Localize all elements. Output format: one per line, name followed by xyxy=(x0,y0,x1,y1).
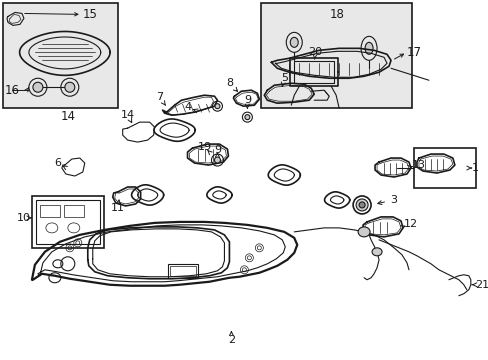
Bar xyxy=(413,148,475,188)
Text: 8: 8 xyxy=(225,78,232,88)
Text: 16: 16 xyxy=(4,84,20,97)
Text: 3: 3 xyxy=(390,195,397,205)
Bar xyxy=(32,196,103,248)
Ellipse shape xyxy=(365,42,372,54)
Text: 19: 19 xyxy=(197,142,211,152)
Bar xyxy=(64,205,83,217)
Ellipse shape xyxy=(33,82,43,92)
Bar xyxy=(167,264,197,278)
Text: 1: 1 xyxy=(471,163,478,173)
Text: 9: 9 xyxy=(244,95,250,105)
Text: 21: 21 xyxy=(474,280,488,290)
Text: 15: 15 xyxy=(82,8,97,21)
Ellipse shape xyxy=(244,115,249,120)
Text: 7: 7 xyxy=(156,92,163,102)
Bar xyxy=(36,200,100,244)
Text: 12: 12 xyxy=(403,219,417,229)
Ellipse shape xyxy=(214,157,220,163)
Bar xyxy=(169,266,195,276)
Text: 6: 6 xyxy=(54,158,61,168)
Text: 11: 11 xyxy=(110,203,124,213)
Text: 14: 14 xyxy=(121,110,135,120)
Ellipse shape xyxy=(358,202,365,208)
Ellipse shape xyxy=(371,248,381,256)
Text: 18: 18 xyxy=(329,8,344,21)
Text: 9: 9 xyxy=(213,145,221,155)
Bar xyxy=(261,4,411,108)
Ellipse shape xyxy=(355,199,367,211)
Text: 5: 5 xyxy=(280,73,287,83)
Ellipse shape xyxy=(290,37,298,47)
Text: 20: 20 xyxy=(307,47,322,57)
Ellipse shape xyxy=(215,104,220,109)
Bar xyxy=(40,205,60,217)
Ellipse shape xyxy=(357,227,369,237)
Ellipse shape xyxy=(65,82,75,92)
Text: 2: 2 xyxy=(227,334,235,345)
Text: 17: 17 xyxy=(406,46,421,59)
Text: 4: 4 xyxy=(183,102,191,112)
Text: 14: 14 xyxy=(60,110,75,123)
Text: 10: 10 xyxy=(17,213,31,223)
Bar xyxy=(3,4,118,108)
Text: 13: 13 xyxy=(411,160,425,170)
